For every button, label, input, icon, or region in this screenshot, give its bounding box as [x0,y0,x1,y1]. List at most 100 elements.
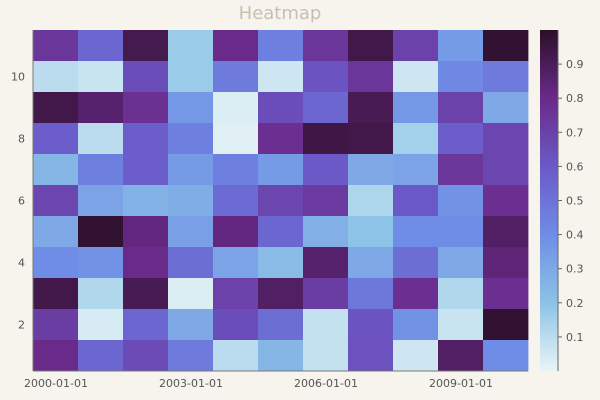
heatmap-cell [348,309,394,341]
heatmap-cell [483,92,529,124]
heatmap-cell [123,309,169,341]
heatmap-cell [78,30,124,62]
y-tick-label: 6 [18,195,25,208]
heatmap-cell [213,154,259,186]
heatmap-cell [303,340,349,372]
heatmap-cell [438,309,484,341]
heatmap-cell [258,340,304,372]
heatmap-cell [348,30,394,62]
heatmap-cell [303,278,349,310]
heatmap-cell [168,247,214,279]
heatmap-cell [393,123,439,155]
heatmap-cell [393,309,439,341]
heatmap-cell [168,154,214,186]
heatmap-cell [258,278,304,310]
heatmap-cell [393,216,439,248]
heatmap-cell [258,30,304,62]
heatmap-cell [258,123,304,155]
x-tick-label: 2006-01-01 [294,377,358,390]
heatmap-cell [393,30,439,62]
colorbar-tick-label: 0.6 [566,160,584,173]
heatmap-cell [123,92,169,124]
colorbar-tick-label: 0.8 [566,92,584,105]
heatmap-cell [123,154,169,186]
colorbar-tick-label: 0.2 [566,297,584,310]
heatmap-cell [438,30,484,62]
heatmap-cell [303,216,349,248]
heatmap-cell [348,92,394,124]
heatmap-cell [213,185,259,217]
heatmap-cell [303,247,349,279]
heatmap-cell [303,61,349,93]
heatmap-cell [393,340,439,372]
heatmap-cell [348,185,394,217]
heatmap-cell [168,216,214,248]
heatmap-cell [123,340,169,372]
heatmap-cell [168,278,214,310]
heatmap-cell [168,92,214,124]
heatmap-cell [168,123,214,155]
heatmap-cell [483,30,529,62]
heatmap-cell [78,216,124,248]
heatmap-cell [393,154,439,186]
heatmap-cell [348,278,394,310]
heatmap-cell [483,185,529,217]
x-tick-label: 2003-01-01 [159,377,223,390]
heatmap-cell [78,61,124,93]
colorbar-tick-label: 0.3 [566,263,584,276]
heatmap-cell [258,309,304,341]
colorbar-tick-label: 0.7 [566,126,584,139]
heatmap-cell [348,123,394,155]
heatmap-cell [213,216,259,248]
heatmap-cell [33,92,79,124]
heatmap-cell [33,247,79,279]
heatmap-cell [393,278,439,310]
heatmap-cell [303,185,349,217]
heatmap-cell [303,123,349,155]
heatmap-cell [438,92,484,124]
heatmap-cell [483,61,529,93]
heatmap-cell [33,30,79,62]
heatmap-cell [483,123,529,155]
heatmap-cell [123,30,169,62]
heatmap-cell [78,340,124,372]
heatmap-cell [348,154,394,186]
heatmap-cell [213,278,259,310]
heatmap-cell [33,216,79,248]
x-tick-label: 2000-01-01 [24,377,88,390]
heatmap-cell [123,61,169,93]
heatmap-cell [78,309,124,341]
heatmap-cell [483,154,529,186]
heatmap-cell [438,216,484,248]
heatmap-cell [123,123,169,155]
y-tick-label: 2 [18,319,25,332]
colorbar-tick-label: 0.5 [566,195,584,208]
heatmap-cell [348,61,394,93]
heatmap-axes: 2000-01-01 2003-01-01 2006-01-01 2009-01-01… [11,30,528,390]
colorbar-tick-label: 0.4 [566,229,584,242]
heatmap-cell [168,309,214,341]
heatmap-cell [393,61,439,93]
colorbar-tick-label: 0.9 [566,58,584,71]
heatmap-cell [33,154,79,186]
heatmap-cell [168,30,214,62]
heatmap-cell [33,123,79,155]
heatmap-cell [303,154,349,186]
heatmap-cell [393,247,439,279]
chart-title: Heatmap [239,3,322,24]
heatmap-cell [78,123,124,155]
heatmap-cell [258,185,304,217]
heatmap-cell [438,61,484,93]
heatmap-cell [33,340,79,372]
heatmap-cell [213,30,259,62]
heatmap-cell [348,216,394,248]
heatmap-cell [168,61,214,93]
heatmap-cell [123,185,169,217]
heatmap-cell [438,340,484,372]
heatmap-cell [258,154,304,186]
heatmap-cell [258,247,304,279]
heatmap-cell [438,278,484,310]
heatmap-cell [303,92,349,124]
heatmap-cell [213,340,259,372]
